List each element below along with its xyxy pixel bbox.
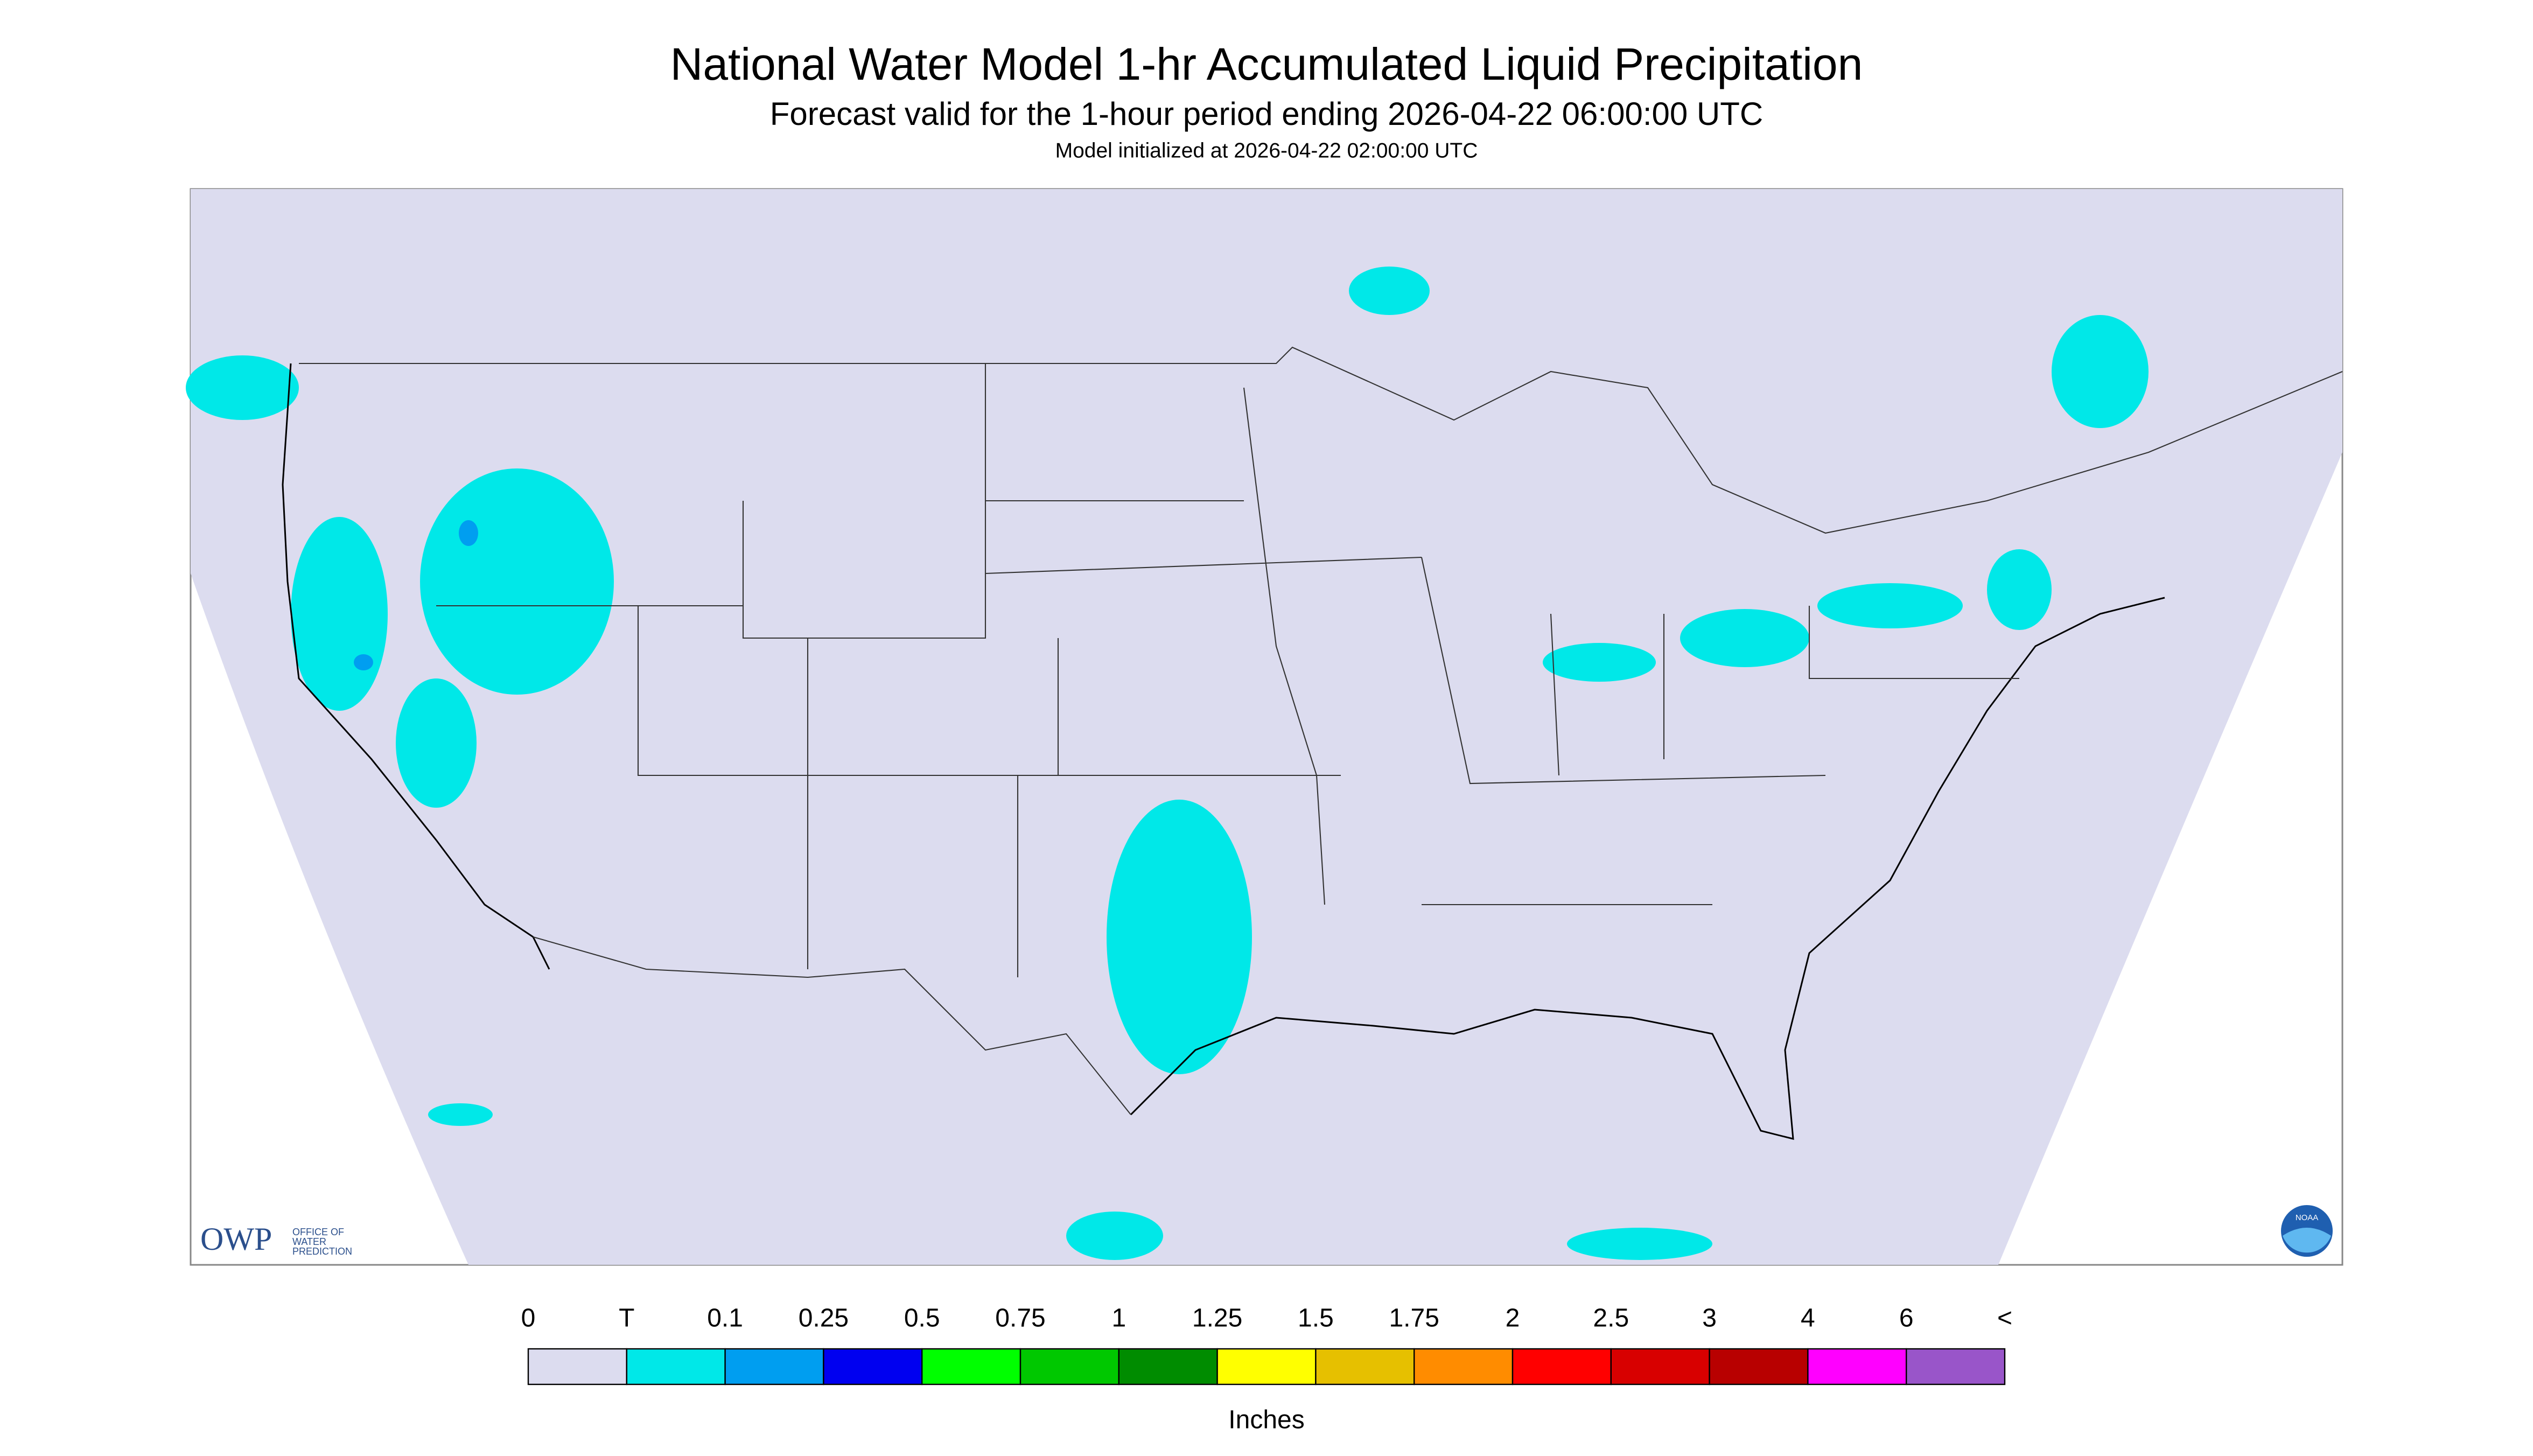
colorbar-label: 3	[1702, 1304, 1717, 1333]
map-domain	[191, 189, 2342, 1265]
colorbar-swatch	[1216, 1348, 1317, 1385]
precip-area	[420, 468, 614, 695]
precip-area	[186, 355, 299, 421]
colorbar: 0 T 0.1 0.25 0.5 0.75 1 1.25 1.5 1.75 2 2.5 3 4 6 <	[521, 1304, 2012, 1385]
colorbar-unit: Inches	[1228, 1406, 1304, 1434]
noaa-logo-wave	[2283, 1228, 2331, 1253]
noaa-logo: NOAA	[2281, 1205, 2333, 1257]
colorbar-swatch	[921, 1348, 1021, 1385]
precip-area	[1680, 609, 1809, 668]
colorbar-swatch	[527, 1348, 628, 1385]
state-border	[436, 363, 2019, 978]
coastline	[1130, 597, 2165, 1140]
precip-area	[1567, 1228, 1712, 1261]
colorbar-swatch	[1807, 1348, 1907, 1385]
precip-area	[1817, 583, 1963, 629]
colorbar-label: T	[619, 1304, 634, 1333]
colorbar-label: <	[1997, 1304, 2012, 1333]
colorbar-swatch	[1610, 1348, 1710, 1385]
colorbar-swatch	[1905, 1348, 2006, 1385]
map: OWP OFFICE OF WATER PREDICTION NOAA	[186, 188, 2343, 1266]
colorbar-label: 2.5	[1593, 1304, 1629, 1333]
title: National Water Model 1-hr Accumulated Li…	[670, 39, 1863, 89]
init-note: Model initialized at 2026-04-22 02:00:00…	[1055, 139, 1478, 162]
precip-area	[2052, 315, 2149, 429]
colorbar-label: 1.5	[1298, 1304, 1334, 1333]
precip-area	[1987, 549, 2052, 631]
coastline	[282, 363, 550, 970]
precip-area-heavy	[459, 520, 478, 547]
colorbar-swatch	[626, 1348, 726, 1385]
colorbar-label: 1	[1111, 1304, 1126, 1333]
owp-logo-line: PREDICTION	[292, 1246, 352, 1257]
precip-area	[428, 1103, 493, 1126]
precip-areas	[186, 267, 2149, 1261]
owp-logo-text: OWP	[200, 1221, 272, 1257]
colorbar-swatch	[1709, 1348, 1809, 1385]
precip-area	[1543, 643, 1656, 682]
colorbar-label: 6	[1899, 1304, 1914, 1333]
colorbar-swatch	[823, 1348, 923, 1385]
colorbar-label: 0.5	[904, 1304, 940, 1333]
subtitle: Forecast valid for the 1-hour period end…	[770, 96, 1763, 132]
colorbar-label: 0.1	[707, 1304, 743, 1333]
colorbar-label: 1.75	[1389, 1304, 1439, 1333]
precip-area	[1107, 800, 1252, 1075]
precip-area	[1066, 1212, 1163, 1261]
noaa-logo-text: NOAA	[2296, 1213, 2319, 1222]
colorbar-swatch	[1512, 1348, 1612, 1385]
colorbar-swatch	[1414, 1348, 1514, 1385]
colorbar-swatch	[1019, 1348, 1120, 1385]
colorbar-label: 0	[521, 1304, 536, 1333]
precip-area	[396, 678, 477, 808]
owp-logo-line: OFFICE OF	[292, 1227, 344, 1237]
precip-area-heavy	[354, 654, 373, 671]
colorbar-label: 1.25	[1192, 1304, 1242, 1333]
colorbar-label: 0.75	[995, 1304, 1045, 1333]
colorbar-label: 0.25	[799, 1304, 849, 1333]
boundaries	[282, 346, 2343, 1140]
owp-logo: OWP OFFICE OF WATER PREDICTION	[200, 1221, 352, 1257]
colorbar-swatch	[724, 1348, 824, 1385]
precip-area	[1349, 267, 1430, 316]
colorbar-swatch	[1315, 1348, 1415, 1385]
colorbar-label: 4	[1801, 1304, 1815, 1333]
country-border	[533, 936, 1131, 1115]
precip-area	[291, 517, 388, 711]
colorbar-swatch	[1118, 1348, 1218, 1385]
owp-logo-line: WATER	[292, 1236, 326, 1247]
colorbar-label: 2	[1506, 1304, 1520, 1333]
country-border	[299, 346, 2343, 534]
